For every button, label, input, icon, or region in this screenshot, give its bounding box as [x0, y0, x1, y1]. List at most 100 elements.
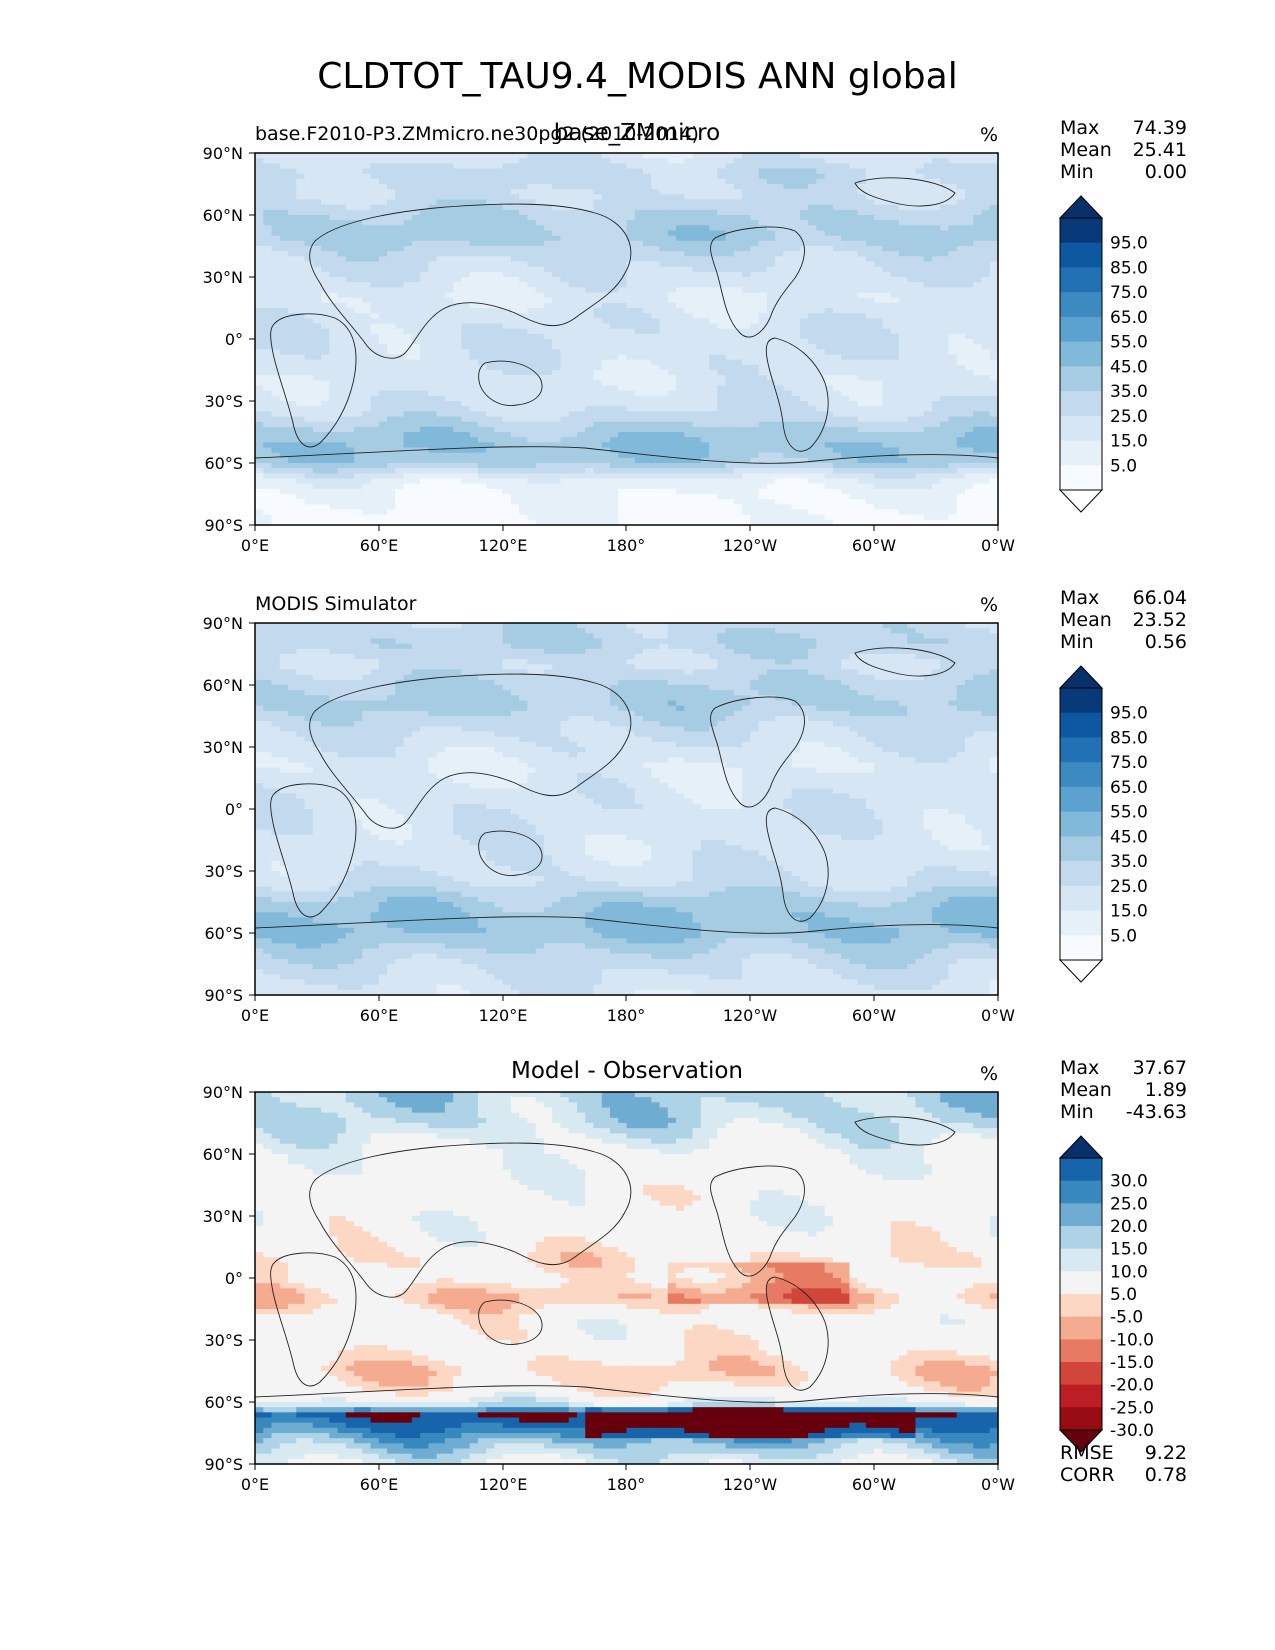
- field-cell: [304, 173, 314, 180]
- field-cell: [973, 163, 983, 170]
- field-cell: [865, 375, 875, 381]
- field-cell: [643, 282, 652, 288]
- field-cell: [354, 364, 363, 371]
- field-cell: [618, 421, 628, 428]
- field-cell: [337, 246, 347, 252]
- field-cell: [882, 153, 892, 159]
- field-cell: [387, 189, 396, 195]
- field-cell: [791, 395, 801, 402]
- field-cell: [296, 163, 306, 170]
- field-cell: [469, 261, 479, 268]
- field-cell: [345, 277, 355, 283]
- field-cell: [403, 411, 413, 418]
- field-cell: [643, 406, 652, 412]
- field-cell: [428, 173, 438, 180]
- field-cell: [436, 297, 446, 304]
- field-cell: [742, 344, 751, 350]
- field-cell: [667, 339, 677, 345]
- field-cell: [717, 339, 727, 345]
- field-cell: [519, 318, 529, 325]
- field-cell: [956, 271, 966, 278]
- field-cell: [717, 240, 727, 247]
- field-cell: [337, 266, 347, 273]
- field-cell: [659, 163, 669, 170]
- field-cell: [849, 220, 859, 226]
- field-cell: [733, 271, 743, 278]
- field-cell: [865, 416, 875, 423]
- field-cell: [874, 364, 884, 371]
- field-cell: [312, 215, 322, 221]
- field-cell: [420, 411, 429, 418]
- field-cell: [428, 349, 438, 356]
- field-cell: [733, 178, 743, 185]
- field-cell: [799, 411, 809, 418]
- field-cell: [948, 199, 958, 206]
- field-cell: [626, 215, 636, 221]
- field-cell: [956, 416, 966, 423]
- field-cell: [362, 364, 372, 371]
- field-cell: [865, 390, 875, 397]
- field-cell: [634, 344, 644, 350]
- field-cell: [510, 333, 520, 340]
- field-cell: [890, 421, 900, 428]
- field-cell: [931, 261, 941, 268]
- field-cell: [799, 432, 809, 438]
- field-cell: [543, 168, 553, 175]
- field-cell: [411, 344, 421, 350]
- field-cell: [857, 261, 867, 268]
- field-cell: [453, 189, 462, 195]
- field-cell: [750, 168, 760, 175]
- field-cell: [469, 287, 479, 294]
- field-cell: [882, 297, 892, 304]
- field-cell: [345, 230, 355, 237]
- field-cell: [709, 380, 718, 387]
- field-cell: [841, 313, 850, 319]
- field-cell: [461, 395, 471, 402]
- field-cell: [362, 349, 372, 356]
- field-cell: [494, 432, 504, 438]
- field-cell: [973, 380, 983, 387]
- field-cell: [717, 282, 727, 288]
- field-cell: [948, 297, 958, 304]
- field-cell: [552, 406, 562, 412]
- field-cell: [733, 349, 743, 356]
- field-cell: [378, 287, 388, 294]
- field-cell: [519, 308, 529, 314]
- field-cell: [428, 271, 438, 278]
- field-cell: [832, 390, 842, 397]
- field-cell: [775, 261, 784, 268]
- field-cell: [742, 292, 751, 299]
- field-cell: [758, 230, 768, 237]
- field-cell: [543, 328, 553, 335]
- field-cell: [816, 163, 826, 170]
- field-cell: [428, 178, 438, 185]
- field-cell: [973, 225, 983, 232]
- field-cell: [362, 282, 372, 288]
- field-cell: [898, 354, 908, 361]
- field-cell: [436, 401, 446, 407]
- field-cell: [684, 287, 694, 294]
- field-cell: [370, 323, 380, 330]
- field-cell: [469, 339, 479, 345]
- field-cell: [593, 153, 603, 159]
- field-cell: [758, 189, 768, 195]
- field-cell: [717, 323, 727, 330]
- field-cell: [560, 318, 570, 325]
- field-cell: [824, 199, 834, 206]
- field-cell: [255, 390, 264, 397]
- field-cell: [288, 344, 297, 350]
- field-cell: [989, 406, 999, 412]
- field-cell: [758, 209, 768, 216]
- field-cell: [395, 266, 405, 273]
- field-cell: [552, 256, 562, 263]
- field-cell: [733, 220, 743, 226]
- field-cell: [841, 302, 850, 309]
- field-cell: [568, 194, 578, 201]
- field-cell: [651, 251, 661, 257]
- field-cell: [898, 323, 908, 330]
- field-cell: [469, 158, 479, 164]
- field-cell: [321, 395, 330, 402]
- field-cell: [725, 235, 735, 242]
- field-cell: [461, 406, 471, 412]
- field-cell: [609, 199, 619, 206]
